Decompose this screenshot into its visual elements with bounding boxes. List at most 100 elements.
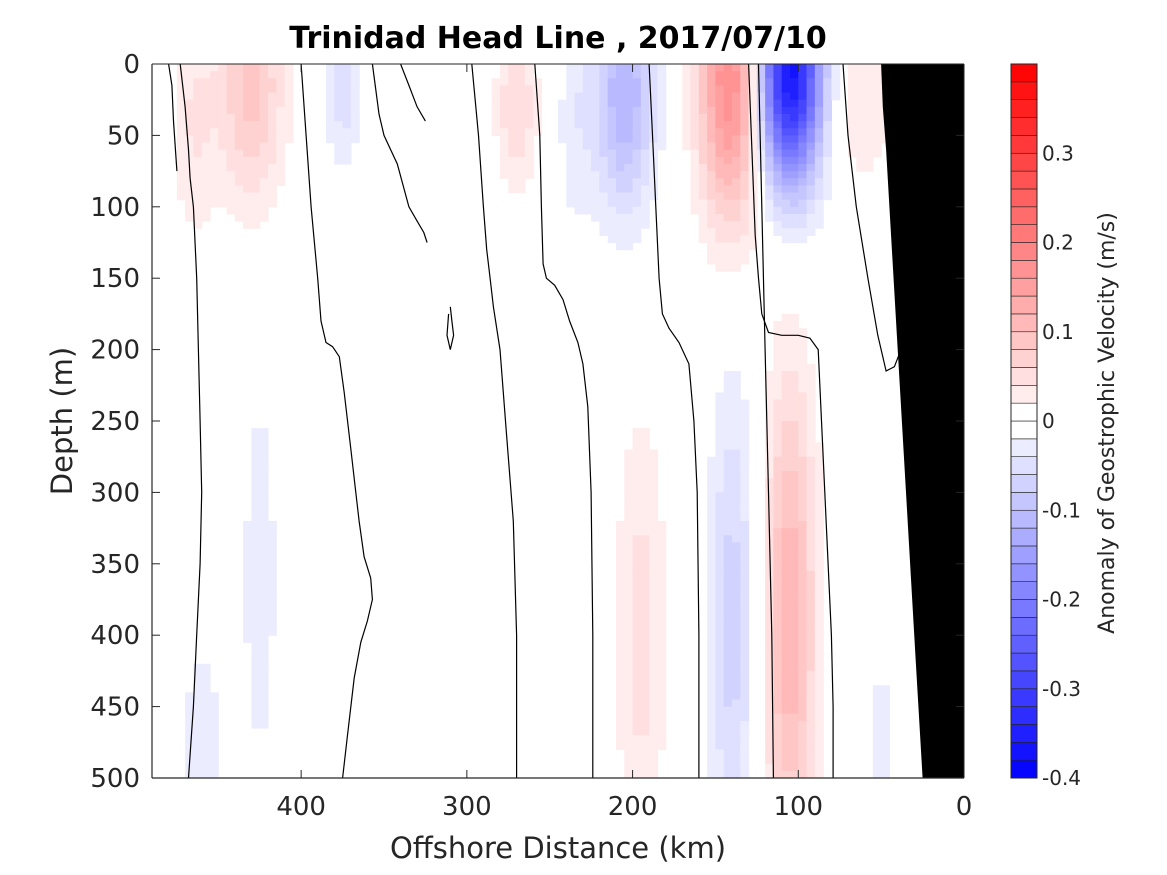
heatmap-cell bbox=[350, 78, 360, 87]
colorbar-swatch bbox=[1010, 295, 1038, 315]
heatmap-cell bbox=[732, 492, 741, 501]
heatmap-cell bbox=[856, 149, 866, 158]
heatmap-cell bbox=[616, 728, 625, 736]
heatmap-cell bbox=[234, 185, 244, 194]
heatmap-cell bbox=[740, 535, 750, 543]
heatmap-cell bbox=[781, 413, 791, 422]
heatmap-cell bbox=[268, 142, 277, 151]
heatmap-cell bbox=[856, 64, 866, 72]
heatmap-cell bbox=[193, 670, 203, 679]
heatmap-cell bbox=[698, 85, 708, 94]
heatmap-cell bbox=[682, 78, 692, 87]
heatmap-cell bbox=[781, 363, 791, 372]
heatmap-cell bbox=[715, 121, 725, 129]
heatmap-cell bbox=[251, 542, 261, 551]
heatmap-cell bbox=[201, 135, 211, 144]
heatmap-cell bbox=[707, 135, 717, 144]
heatmap-cell bbox=[259, 720, 269, 729]
heatmap-cell bbox=[616, 628, 625, 636]
heatmap-cell bbox=[624, 606, 634, 615]
heatmap-cell bbox=[814, 642, 824, 651]
heatmap-cell bbox=[326, 135, 335, 144]
heatmap-cell bbox=[640, 542, 650, 551]
heatmap-cell bbox=[259, 156, 269, 165]
heatmap-cell bbox=[616, 606, 625, 615]
heatmap-cell bbox=[715, 578, 725, 586]
heatmap-cell bbox=[715, 392, 725, 401]
heatmap-cell bbox=[640, 756, 650, 765]
heatmap-cell bbox=[732, 520, 741, 529]
heatmap-cell bbox=[740, 578, 750, 586]
heatmap-cell bbox=[599, 78, 609, 87]
heatmap-cell bbox=[798, 192, 808, 201]
heatmap-cell bbox=[599, 192, 609, 201]
colorbar-tick-label: -0.3 bbox=[1042, 677, 1081, 701]
heatmap-cell bbox=[566, 128, 576, 136]
heatmap-cell bbox=[591, 156, 601, 165]
heatmap-cell bbox=[640, 720, 650, 729]
heatmap-cell bbox=[798, 728, 808, 736]
heatmap-cell bbox=[624, 178, 634, 186]
heatmap-cell bbox=[268, 542, 277, 551]
heatmap-cell bbox=[259, 542, 269, 551]
heatmap-cell bbox=[806, 449, 816, 458]
heatmap-cell bbox=[798, 378, 808, 386]
heatmap-cell bbox=[632, 485, 642, 493]
heatmap-cell bbox=[732, 499, 741, 508]
heatmap-cell bbox=[516, 149, 526, 158]
heatmap-cell bbox=[732, 663, 741, 672]
heatmap-cell bbox=[773, 678, 783, 686]
heatmap-cell bbox=[524, 149, 534, 158]
heatmap-cell bbox=[640, 578, 650, 586]
heatmap-cell bbox=[732, 106, 741, 115]
heatmap-cell bbox=[226, 171, 236, 179]
heatmap-cell bbox=[624, 156, 634, 165]
heatmap-cell bbox=[599, 64, 609, 72]
heatmap-cell bbox=[806, 121, 816, 129]
heatmap-cell bbox=[765, 706, 775, 715]
heatmap-cell bbox=[723, 171, 733, 179]
heatmap-cell bbox=[781, 735, 791, 743]
heatmap-cell bbox=[864, 92, 874, 101]
x-tick-label: 0 bbox=[956, 792, 973, 822]
heatmap-cell bbox=[740, 649, 750, 658]
heatmap-cell bbox=[500, 78, 509, 87]
heatmap-cell bbox=[624, 685, 634, 693]
heatmap-cell bbox=[259, 163, 269, 172]
heatmap-cell bbox=[591, 121, 601, 129]
heatmap-cell bbox=[798, 463, 808, 472]
heatmap-cell bbox=[773, 728, 783, 736]
heatmap-cell bbox=[533, 78, 543, 87]
heatmap-cell bbox=[342, 106, 352, 115]
heatmap-cell bbox=[773, 171, 783, 179]
heatmap-cell bbox=[781, 663, 791, 672]
heatmap-cell bbox=[591, 199, 601, 208]
heatmap-cell bbox=[715, 742, 725, 751]
heatmap-cell bbox=[508, 185, 518, 194]
heatmap-cell bbox=[185, 99, 195, 108]
heatmap-cell bbox=[881, 763, 891, 772]
heatmap-cell bbox=[806, 378, 816, 386]
heatmap-cell bbox=[616, 71, 625, 79]
heatmap-cell bbox=[881, 742, 891, 751]
heatmap-cell bbox=[773, 578, 783, 586]
heatmap-cell bbox=[790, 64, 799, 72]
heatmap-cell bbox=[790, 642, 799, 651]
heatmap-cell bbox=[748, 71, 758, 79]
heatmap-cell bbox=[798, 735, 808, 743]
heatmap-cell bbox=[723, 428, 733, 436]
heatmap-cell bbox=[715, 570, 725, 579]
heatmap-cell bbox=[814, 478, 824, 486]
heatmap-cell bbox=[268, 128, 277, 136]
heatmap-cell bbox=[259, 213, 269, 222]
heatmap-cell bbox=[740, 463, 750, 472]
heatmap-cell bbox=[185, 728, 195, 736]
heatmap-cell bbox=[616, 599, 625, 608]
heatmap-cell bbox=[276, 135, 286, 144]
heatmap-cell bbox=[723, 528, 733, 536]
heatmap-cell bbox=[616, 149, 625, 158]
heatmap-cell bbox=[773, 64, 783, 72]
heatmap-cell bbox=[657, 64, 667, 72]
heatmap-cell bbox=[218, 185, 228, 194]
heatmap-cell bbox=[814, 706, 824, 715]
